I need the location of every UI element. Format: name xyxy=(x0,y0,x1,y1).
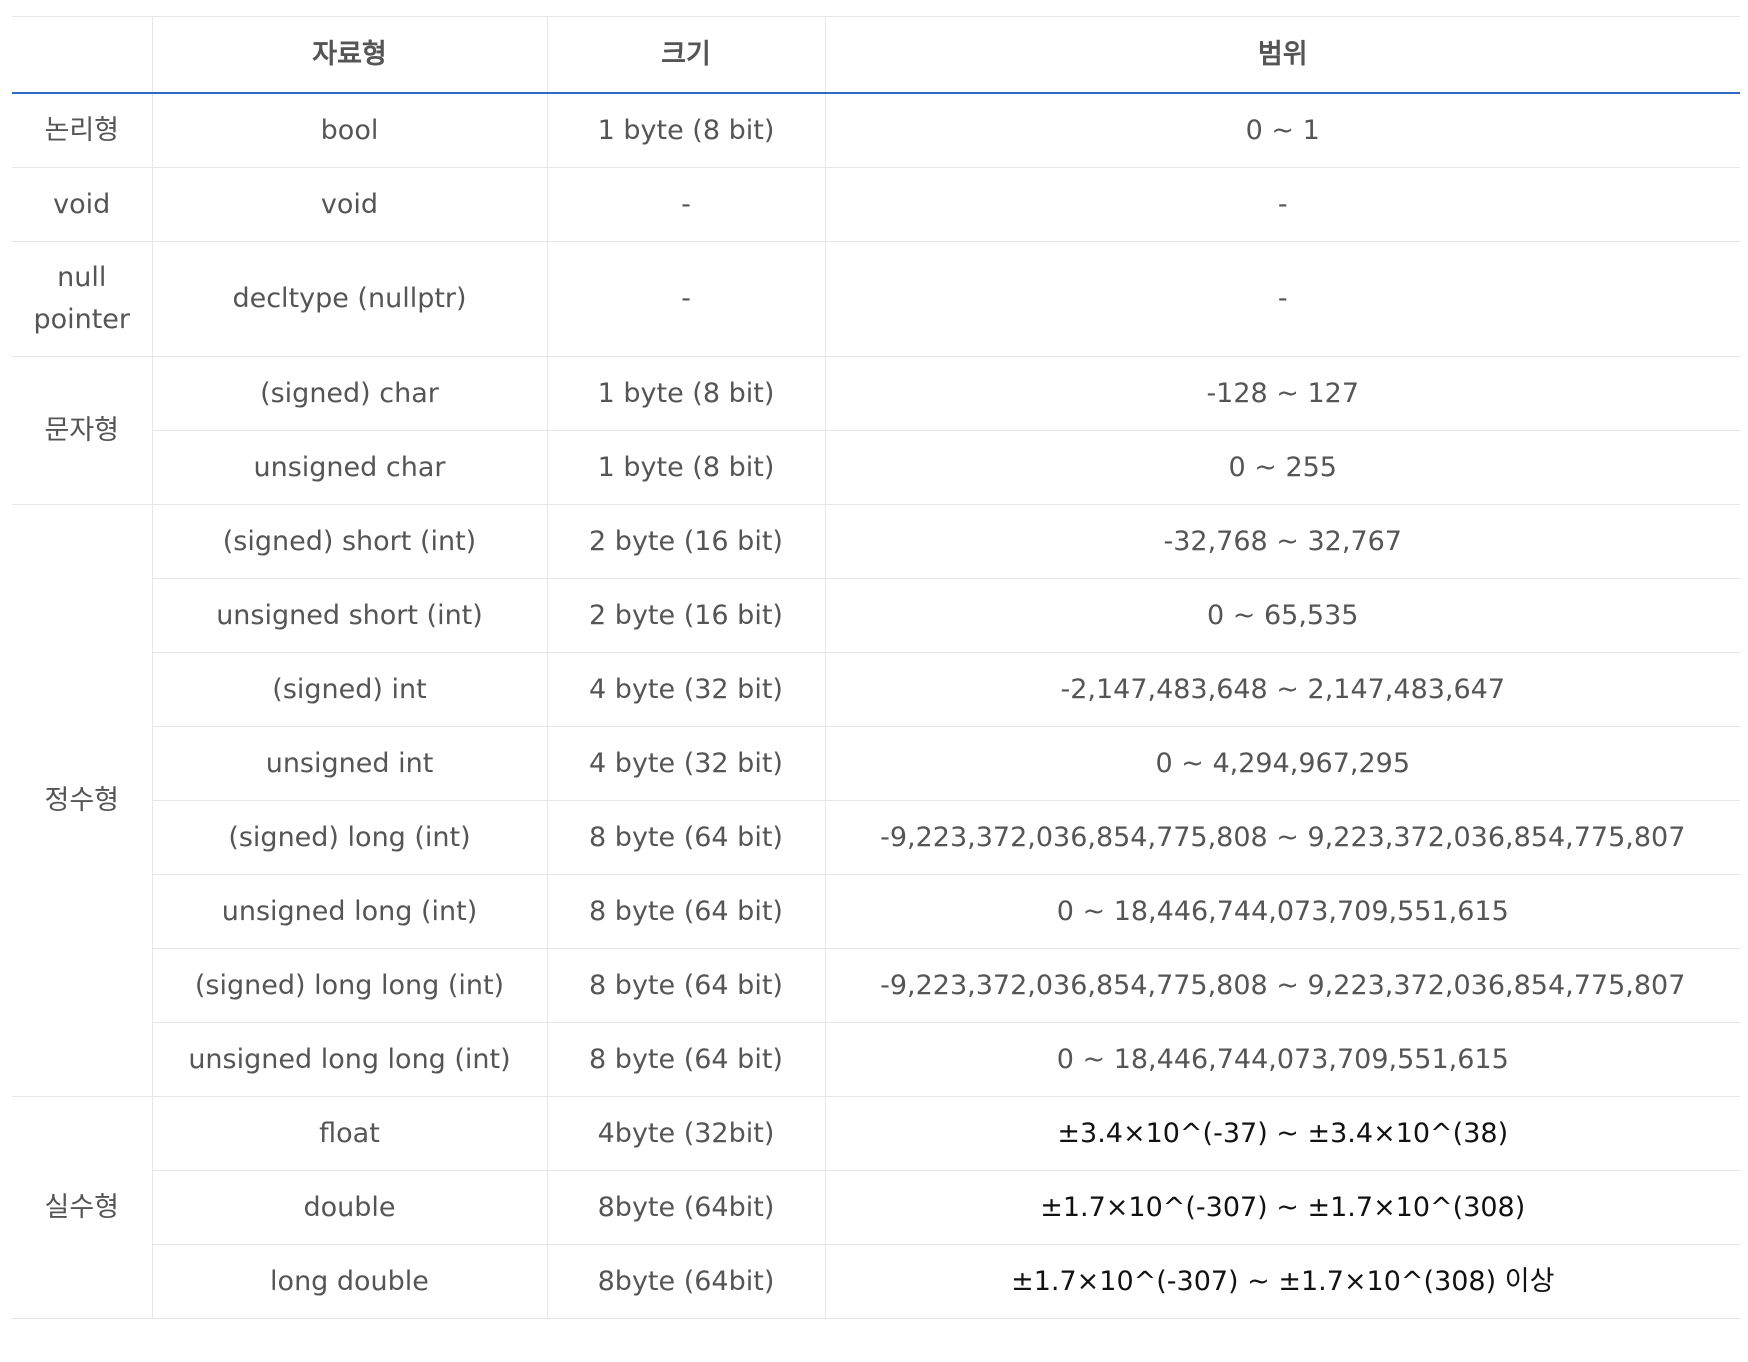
size-cell: 2 byte (16 bit) xyxy=(546,504,826,579)
range-cell: ±1.7×10^(-307) ~ ±1.7×10^(308) 이상 xyxy=(824,1244,1740,1319)
size-cell: 8 byte (64 bit) xyxy=(546,874,826,949)
size-cell: 1 byte (8 bit) xyxy=(546,356,826,431)
header-category xyxy=(12,16,153,94)
type-cell: unsigned short (int) xyxy=(152,578,548,653)
table-header: 자료형 크기 범위 xyxy=(12,16,1740,94)
type-cell: void xyxy=(151,167,548,242)
category-cell: 문자형 xyxy=(12,356,153,505)
table-row: void void - - xyxy=(12,167,1740,242)
type-cell: unsigned long long (int) xyxy=(152,1022,548,1097)
category-cell: 실수형 xyxy=(12,1096,153,1319)
range-cell: -9,223,372,036,854,775,808 ~ 9,223,372,0… xyxy=(824,800,1740,875)
range-cell: - xyxy=(824,241,1740,357)
range-cell: 0 ~ 4,294,967,295 xyxy=(824,726,1740,801)
size-cell: 8 byte (64 bit) xyxy=(546,800,826,875)
type-cell: decltype (nullptr) xyxy=(151,241,548,357)
type-cell: bool xyxy=(151,92,548,168)
type-cell: (signed) long (int) xyxy=(152,800,548,875)
size-cell: 1 byte (8 bit) xyxy=(546,430,826,505)
table-row: null pointer decltype (nullptr) - - xyxy=(12,241,1740,357)
range-cell: -2,147,483,648 ~ 2,147,483,647 xyxy=(824,652,1740,727)
table-row: unsigned short (int) 2 byte (16 bit) 0 ~… xyxy=(12,578,1740,653)
range-cell: 0 ~ 18,446,744,073,709,551,615 xyxy=(824,874,1740,949)
range-cell: 0 ~ 18,446,744,073,709,551,615 xyxy=(824,1022,1740,1097)
size-cell: 2 byte (16 bit) xyxy=(546,578,826,653)
table-row: unsigned long long (int) 8 byte (64 bit)… xyxy=(12,1022,1740,1097)
size-cell: - xyxy=(546,167,826,242)
table-row: (signed) long long (int) 8 byte (64 bit)… xyxy=(12,948,1740,1023)
size-cell: 1 byte (8 bit) xyxy=(546,92,826,168)
table-body: 논리형 bool 1 byte (8 bit) 0 ~ 1 void void … xyxy=(12,92,1740,1319)
size-cell: 8 byte (64 bit) xyxy=(546,948,826,1023)
table-row: long double 8byte (64bit) ±1.7×10^(-307)… xyxy=(12,1244,1740,1319)
type-cell: long double xyxy=(152,1244,548,1319)
range-cell: 0 ~ 1 xyxy=(824,92,1740,168)
range-cell: ±1.7×10^(-307) ~ ±1.7×10^(308) xyxy=(824,1170,1740,1245)
table-row: unsigned long (int) 8 byte (64 bit) 0 ~ … xyxy=(12,874,1740,949)
table-row: 실수형 float 4byte (32bit) ±3.4×10^(-37) ~ … xyxy=(12,1096,1740,1319)
table-row: 논리형 bool 1 byte (8 bit) 0 ~ 1 xyxy=(12,92,1740,168)
table-row: double 8byte (64bit) ±1.7×10^(-307) ~ ±1… xyxy=(12,1170,1740,1245)
header-type: 자료형 xyxy=(151,16,548,94)
type-cell: unsigned int xyxy=(152,726,548,801)
category-cell: void xyxy=(12,167,153,242)
table-row: unsigned int 4 byte (32 bit) 0 ~ 4,294,9… xyxy=(12,726,1740,801)
size-cell: 8byte (64bit) xyxy=(546,1244,826,1319)
category-cell: 논리형 xyxy=(12,92,153,168)
category-cell: null pointer xyxy=(12,241,153,357)
type-cell: (signed) int xyxy=(152,652,548,727)
size-cell: 4 byte (32 bit) xyxy=(546,726,826,801)
type-cell: unsigned char xyxy=(152,430,548,505)
range-cell: -128 ~ 127 xyxy=(824,356,1740,431)
type-cell: double xyxy=(152,1170,548,1245)
range-cell: - xyxy=(824,167,1740,242)
table-row: 문자형 (signed) char 1 byte (8 bit) -128 ~ … xyxy=(12,356,1740,505)
range-cell: ±3.4×10^(-37) ~ ±3.4×10^(38) xyxy=(824,1096,1740,1171)
table-row: unsigned char 1 byte (8 bit) 0 ~ 255 xyxy=(12,430,1740,505)
type-cell: unsigned long (int) xyxy=(152,874,548,949)
type-cell: (signed) short (int) xyxy=(151,504,548,579)
size-cell: 4byte (32bit) xyxy=(546,1096,826,1171)
range-cell: -32,768 ~ 32,767 xyxy=(824,504,1740,579)
table-row: (signed) int 4 byte (32 bit) -2,147,483,… xyxy=(12,652,1740,727)
table-row: 정수형 (signed) short (int) 2 byte (16 bit)… xyxy=(12,504,1740,1097)
header-range: 범위 xyxy=(824,16,1740,94)
type-cell: (signed) long long (int) xyxy=(152,948,548,1023)
range-cell: 0 ~ 255 xyxy=(824,430,1740,505)
type-cell: (signed) char xyxy=(151,356,548,431)
data-type-table-container: 자료형 크기 범위 논리형 bool 1 byte (8 bit) 0 ~ 1 … xyxy=(12,16,1740,1319)
header-row: 자료형 크기 범위 xyxy=(12,16,1740,94)
size-cell: - xyxy=(546,241,826,357)
table-row: (signed) long (int) 8 byte (64 bit) -9,2… xyxy=(12,800,1740,875)
range-cell: 0 ~ 65,535 xyxy=(824,578,1740,653)
size-cell: 8byte (64bit) xyxy=(546,1170,826,1245)
type-cell: float xyxy=(151,1096,548,1171)
category-cell: 정수형 xyxy=(12,504,153,1097)
range-cell: -9,223,372,036,854,775,808 ~ 9,223,372,0… xyxy=(824,948,1740,1023)
size-cell: 8 byte (64 bit) xyxy=(546,1022,826,1097)
data-type-table: 자료형 크기 범위 논리형 bool 1 byte (8 bit) 0 ~ 1 … xyxy=(12,16,1740,1319)
header-size: 크기 xyxy=(546,16,826,94)
size-cell: 4 byte (32 bit) xyxy=(546,652,826,727)
